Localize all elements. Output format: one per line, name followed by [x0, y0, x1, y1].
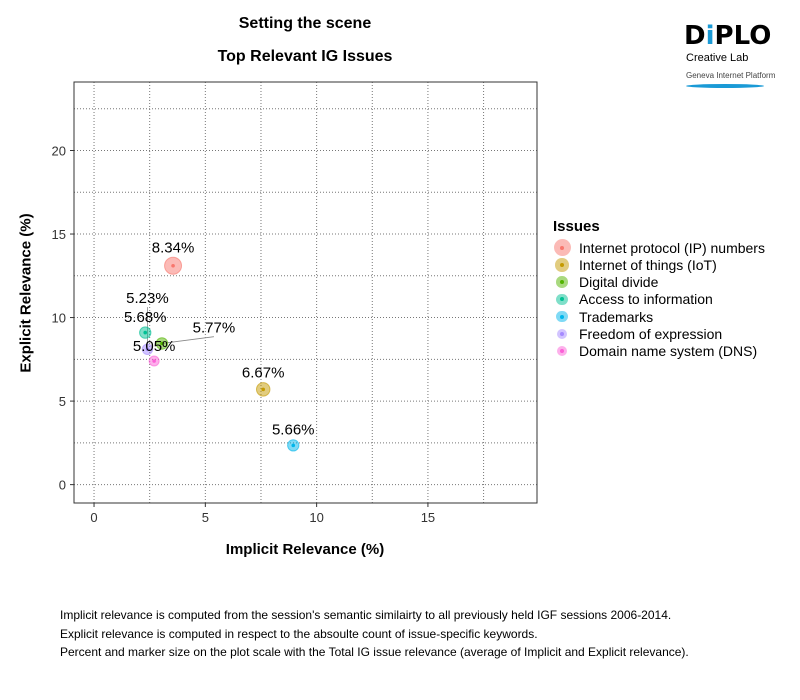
- legend-marker: [553, 342, 571, 360]
- data-label: 5.66%: [272, 422, 315, 439]
- data-point-center: [145, 347, 150, 352]
- legend-marker: [553, 239, 571, 257]
- y-tick-label: 0: [59, 478, 66, 493]
- x-tick-label: 0: [90, 510, 97, 525]
- y-tick-label: 20: [52, 143, 66, 158]
- chart-title: Setting the scene: [238, 15, 372, 32]
- x-tick-label: 10: [309, 510, 323, 525]
- x-tick-label: 15: [421, 510, 435, 525]
- legend-title: Issues: [553, 218, 600, 235]
- legend-label: Internet of things (IoT): [579, 256, 717, 273]
- y-tick-label: 5: [59, 394, 66, 409]
- legend-item: Digital divide: [553, 274, 658, 291]
- x-tick-label: 5: [202, 510, 209, 525]
- logo-gip: Geneva Internet Platform: [686, 71, 776, 80]
- data-point-center: [171, 263, 175, 268]
- legend-label: Domain name system (DNS): [579, 343, 758, 360]
- data-point-center: [261, 387, 266, 392]
- y-tick-label: 10: [52, 311, 66, 326]
- data-label: 5.68%: [124, 309, 167, 326]
- data-label: 5.23%: [126, 290, 169, 307]
- legend-item: Internet protocol (IP) numbers: [553, 239, 765, 256]
- legend-item: Internet of things (IoT): [553, 256, 717, 273]
- legend-label: Access to information: [579, 291, 713, 308]
- note-implicit: Implicit relevance is computed from the …: [60, 608, 672, 622]
- data-label: 5.77%: [193, 320, 236, 337]
- legend-label: Trademarks: [579, 308, 654, 325]
- legend-label: Freedom of expression: [579, 326, 723, 342]
- y-tick-label: 15: [52, 227, 66, 242]
- data-point-center: [160, 341, 164, 346]
- legend-marker: [553, 273, 571, 291]
- legend-item: Trademarks: [553, 308, 653, 325]
- legend-marker: [553, 325, 571, 343]
- x-axis-label: Implicit Relevance (%): [225, 541, 385, 558]
- legend-label: Digital divide: [579, 274, 659, 291]
- data-point-center: [143, 330, 148, 335]
- diplo-logo: DiPLO Creative Lab Geneva Internet Platf…: [684, 21, 775, 92]
- logo-creative-lab: Creative Lab: [686, 52, 749, 64]
- data-label: 8.34%: [152, 239, 195, 256]
- data-label: 6.67%: [242, 365, 285, 382]
- data-point-center: [291, 443, 296, 448]
- legend-item: Domain name system (DNS): [553, 343, 757, 360]
- scatter-plot: 0 5 10 15 0 5 10 15 20 8.34% 5.68% 5.77% 5.23% 5.05% 6…: [52, 81, 538, 525]
- legend-marker: [553, 256, 571, 274]
- y-axis-label: Explicit Relevance (%): [17, 213, 35, 373]
- data-label-leader: [161, 336, 214, 344]
- note-marker-size: Percent and marker size on the plot scal…: [60, 645, 689, 659]
- legend-item: Freedom of expression: [553, 326, 722, 343]
- plot-border: [73, 81, 538, 504]
- data-label: 5.05%: [133, 338, 176, 355]
- legend-marker: [553, 308, 571, 326]
- legend-marker: [553, 290, 571, 308]
- note-explicit: Explicit relevance is computed in respec…: [60, 627, 538, 641]
- chart-subtitle: Top Relevant IG Issues: [217, 48, 393, 65]
- legend-label: Internet protocol (IP) numbers: [579, 239, 765, 256]
- logo-brand: DiPLO: [684, 21, 772, 51]
- data-point-center: [152, 359, 156, 363]
- logo-swoosh: [686, 84, 764, 88]
- legend-item: Access to information: [553, 291, 713, 308]
